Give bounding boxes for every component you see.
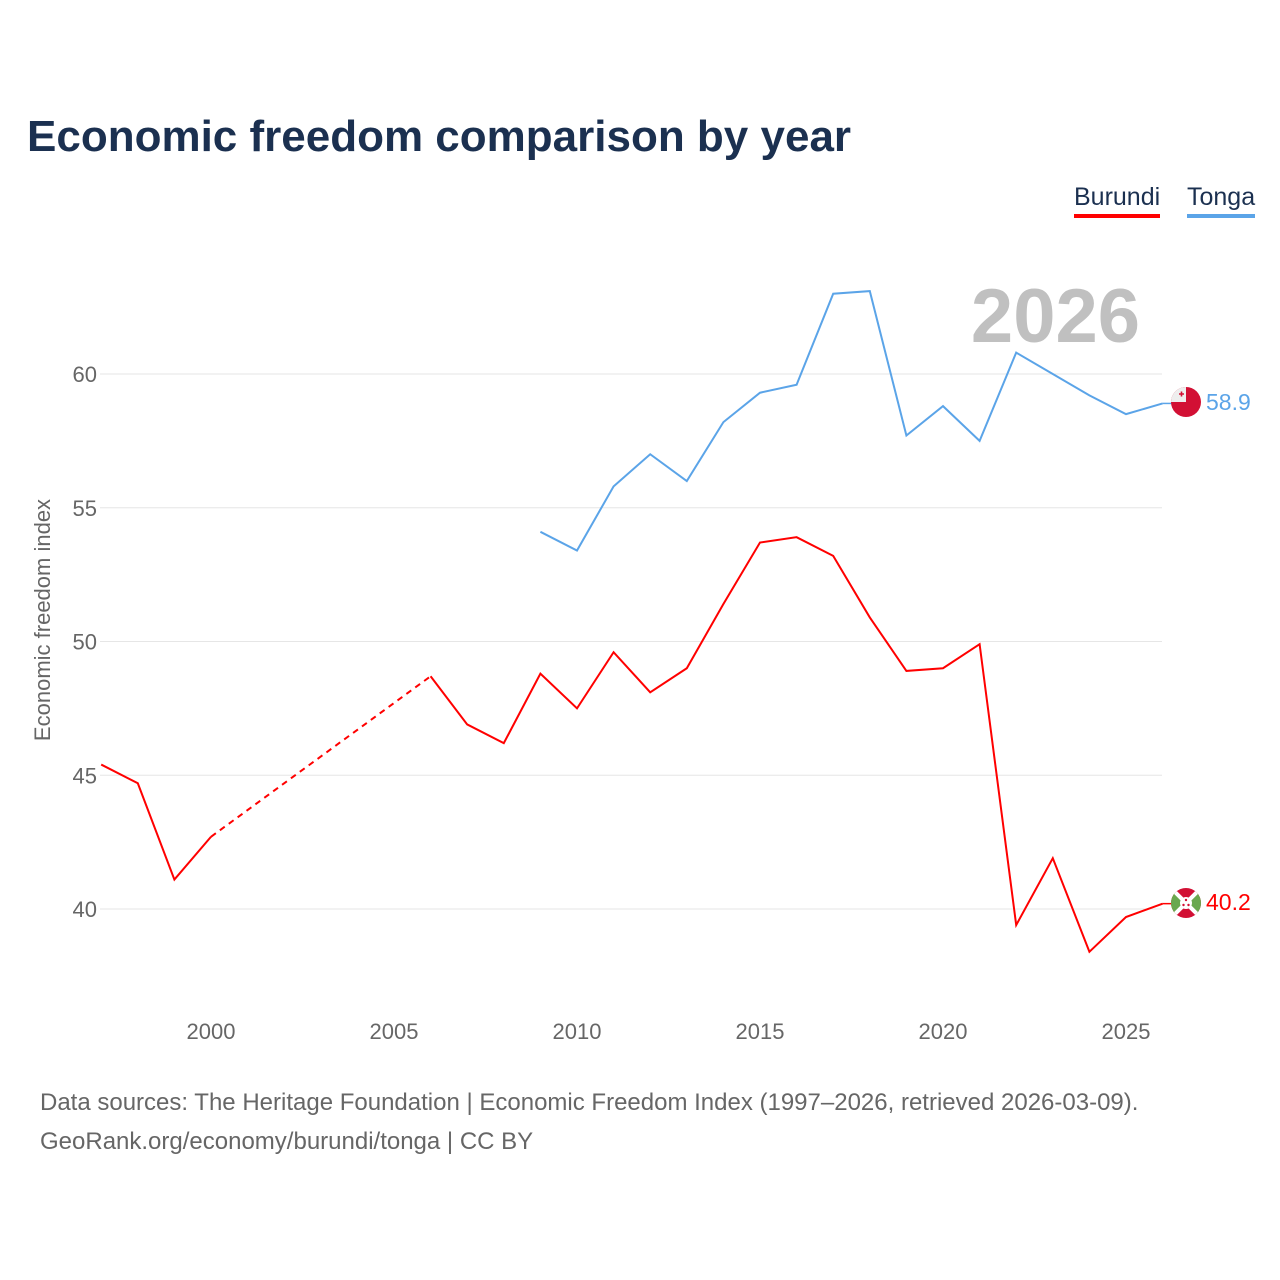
tonga-point[interactable] <box>1120 408 1132 420</box>
chart-title: Economic freedom comparison by year <box>27 112 852 161</box>
tonga-point[interactable] <box>608 480 620 492</box>
footer-sources: Data sources: The Heritage Foundation | … <box>40 1089 1139 1116</box>
footer-url[interactable]: GeoRank.org/economy/burundi/tonga | CC B… <box>40 1128 534 1155</box>
y-tick-label: 45 <box>73 763 97 788</box>
x-tick-label: 2015 <box>736 1019 785 1044</box>
x-tick-label: 2000 <box>187 1019 236 1044</box>
burundi-point[interactable] <box>571 702 583 714</box>
x-tick-label: 2025 <box>1102 1019 1151 1044</box>
tonga-line <box>539 290 1163 552</box>
burundi-point[interactable] <box>717 598 729 610</box>
tonga-point[interactable] <box>571 545 583 557</box>
tonga-point[interactable] <box>534 526 546 538</box>
burundi-point[interactable] <box>498 737 510 749</box>
y-tick-label: 50 <box>73 630 97 655</box>
tonga-end-label: 58.9 <box>1206 389 1251 415</box>
y-tick-label: 55 <box>73 496 97 521</box>
tonga-point[interactable] <box>1083 389 1095 401</box>
legend-item-burundi[interactable]: Burundi <box>1074 183 1161 218</box>
y-tick-label: 60 <box>73 362 97 387</box>
burundi-point[interactable] <box>681 662 693 674</box>
burundi-point[interactable] <box>534 668 546 680</box>
burundi-point[interactable] <box>974 638 986 650</box>
x-tick-label: 2005 <box>370 1019 419 1044</box>
burundi-point[interactable] <box>95 759 107 771</box>
burundi-point[interactable] <box>644 686 656 698</box>
tonga-point[interactable] <box>1047 368 1059 380</box>
x-tick-label: 2020 <box>919 1019 968 1044</box>
burundi-point[interactable] <box>827 550 839 562</box>
y-tick-label: 40 <box>73 897 97 922</box>
burundi-point[interactable] <box>791 531 803 543</box>
burundi-flag-icon <box>1171 888 1201 918</box>
burundi-point[interactable] <box>1083 946 1095 958</box>
burundi-point[interactable] <box>1120 911 1132 923</box>
tonga-point[interactable] <box>900 430 912 442</box>
tonga-flag-icon <box>1171 387 1201 417</box>
burundi-point[interactable] <box>425 670 437 682</box>
burundi-line <box>429 536 1163 954</box>
burundi-end-label: 40.2 <box>1206 889 1251 915</box>
tonga-point[interactable] <box>864 285 876 297</box>
burundi-point[interactable] <box>608 646 620 658</box>
burundi-point[interactable] <box>1010 919 1022 931</box>
tonga-point[interactable] <box>974 435 986 447</box>
burundi-point[interactable] <box>132 777 144 789</box>
burundi-line <box>100 763 212 882</box>
tonga-point[interactable] <box>1010 347 1022 359</box>
burundi-point[interactable] <box>205 831 217 843</box>
tonga-point[interactable] <box>644 448 656 460</box>
burundi-point[interactable] <box>461 718 473 730</box>
burundi-point[interactable] <box>864 611 876 623</box>
burundi-point[interactable] <box>168 874 180 886</box>
x-tick-label: 2010 <box>553 1019 602 1044</box>
year-watermark: 2026 <box>971 274 1140 359</box>
tonga-point[interactable] <box>791 379 803 391</box>
tonga-point[interactable] <box>827 288 839 300</box>
burundi-point[interactable] <box>937 662 949 674</box>
burundi-point[interactable] <box>754 537 766 549</box>
legend-item-tonga[interactable]: Tonga <box>1187 183 1256 218</box>
burundi-point[interactable] <box>900 665 912 677</box>
tonga-point[interactable] <box>937 400 949 412</box>
tonga-point[interactable] <box>754 387 766 399</box>
burundi-gap-line <box>210 675 432 838</box>
tonga-point[interactable] <box>717 416 729 428</box>
y-axis-label: Economic freedom index <box>30 499 55 741</box>
burundi-point[interactable] <box>1047 852 1059 864</box>
tonga-point[interactable] <box>681 475 693 487</box>
